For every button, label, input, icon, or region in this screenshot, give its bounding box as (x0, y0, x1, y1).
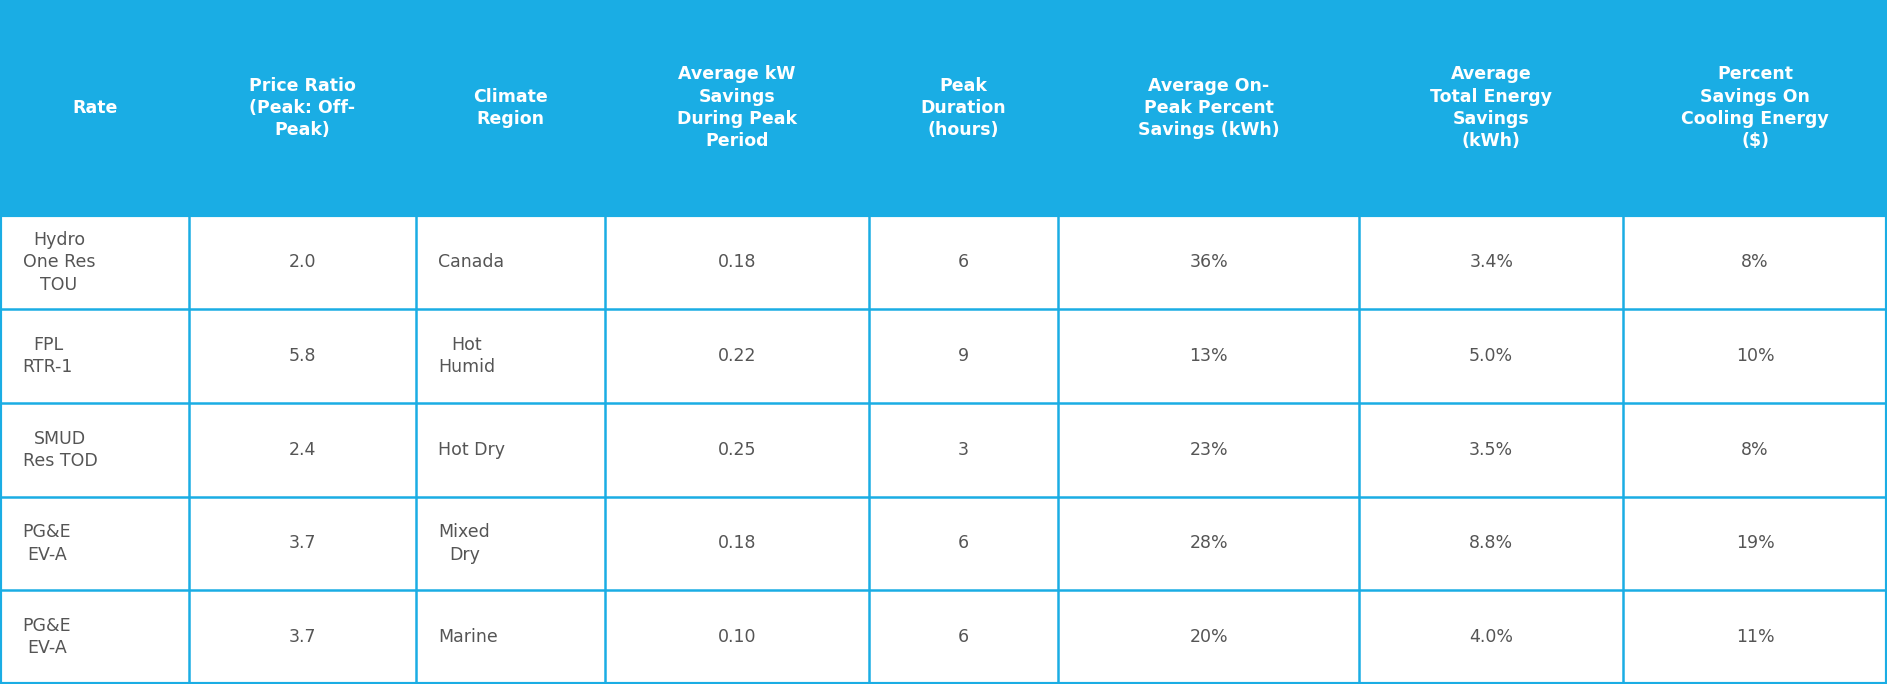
Bar (1059, 0, 1359, 215)
Text: Hot
Humid: Hot Humid (438, 336, 496, 376)
Text: 20%: 20% (1189, 628, 1228, 646)
Text: 6: 6 (959, 534, 970, 553)
Bar (606, 497, 868, 590)
Bar (868, 497, 1059, 590)
Bar (1359, 309, 1623, 403)
Text: 28%: 28% (1189, 534, 1228, 553)
Text: 2.4: 2.4 (289, 440, 317, 459)
Bar (1359, 215, 1623, 309)
Bar (1623, 590, 1887, 684)
Bar (189, 403, 415, 497)
Text: 8%: 8% (1742, 253, 1768, 272)
Bar (868, 590, 1059, 684)
Text: Mixed
Dry: Mixed Dry (438, 523, 491, 564)
Bar (1623, 309, 1887, 403)
Bar (415, 497, 606, 590)
Text: Percent
Savings On
Cooling Energy
($): Percent Savings On Cooling Energy ($) (1681, 66, 1829, 150)
Bar (415, 590, 606, 684)
Bar (189, 309, 415, 403)
Bar (1623, 497, 1887, 590)
Text: 3.7: 3.7 (289, 534, 317, 553)
Bar (1359, 403, 1623, 497)
Text: 8.8%: 8.8% (1470, 534, 1513, 553)
Bar (868, 309, 1059, 403)
Bar (868, 215, 1059, 309)
Bar (1623, 215, 1887, 309)
Bar (1623, 0, 1887, 215)
Bar (606, 0, 868, 215)
Bar (189, 0, 415, 215)
Text: Average On-
Peak Percent
Savings (kWh): Average On- Peak Percent Savings (kWh) (1138, 77, 1279, 139)
Text: Peak
Duration
(hours): Peak Duration (hours) (921, 77, 1006, 139)
Text: 11%: 11% (1736, 628, 1774, 646)
Text: 36%: 36% (1189, 253, 1228, 272)
Bar (1623, 403, 1887, 497)
Text: 3.4%: 3.4% (1470, 253, 1513, 272)
Text: Average kW
Savings
During Peak
Period: Average kW Savings During Peak Period (677, 66, 796, 150)
Bar (415, 215, 606, 309)
Text: 0.18: 0.18 (717, 253, 757, 272)
Bar (1359, 590, 1623, 684)
Text: 0.10: 0.10 (717, 628, 757, 646)
Text: Price Ratio
(Peak: Off-
Peak): Price Ratio (Peak: Off- Peak) (249, 77, 357, 139)
Bar (415, 403, 606, 497)
Bar (606, 403, 868, 497)
Bar (1059, 309, 1359, 403)
Bar (1059, 497, 1359, 590)
Bar (1059, 215, 1359, 309)
Bar (415, 309, 606, 403)
Bar (868, 403, 1059, 497)
Text: Canada: Canada (438, 253, 504, 272)
Bar (1059, 403, 1359, 497)
Bar (189, 215, 415, 309)
Bar (415, 0, 606, 215)
Bar (0, 590, 189, 684)
Text: Hot Dry: Hot Dry (438, 440, 506, 459)
Text: PG&E
EV-A: PG&E EV-A (23, 617, 72, 657)
Text: 6: 6 (959, 253, 970, 272)
Text: 0.22: 0.22 (717, 347, 757, 365)
Bar (189, 497, 415, 590)
Bar (1359, 497, 1623, 590)
Text: 0.18: 0.18 (717, 534, 757, 553)
Bar (0, 497, 189, 590)
Text: Average
Total Energy
Savings
(kWh): Average Total Energy Savings (kWh) (1430, 66, 1553, 150)
Bar (606, 309, 868, 403)
Bar (0, 0, 189, 215)
Text: 4.0%: 4.0% (1470, 628, 1513, 646)
Text: FPL
RTR-1: FPL RTR-1 (23, 336, 74, 376)
Bar (1059, 590, 1359, 684)
Text: Rate: Rate (72, 98, 117, 117)
Text: 13%: 13% (1189, 347, 1228, 365)
Text: 2.0: 2.0 (289, 253, 317, 272)
Text: Marine: Marine (438, 628, 498, 646)
Text: SMUD
Res TOD: SMUD Res TOD (23, 430, 98, 470)
Text: 3.5%: 3.5% (1470, 440, 1513, 459)
Bar (189, 590, 415, 684)
Text: 8%: 8% (1742, 440, 1768, 459)
Text: 10%: 10% (1736, 347, 1774, 365)
Text: 3.7: 3.7 (289, 628, 317, 646)
Text: 19%: 19% (1736, 534, 1774, 553)
Text: 0.25: 0.25 (717, 440, 757, 459)
Bar (606, 590, 868, 684)
Bar (0, 403, 189, 497)
Text: 9: 9 (959, 347, 970, 365)
Bar (1359, 0, 1623, 215)
Text: Hydro
One Res
TOU: Hydro One Res TOU (23, 231, 94, 293)
Text: 5.0%: 5.0% (1470, 347, 1513, 365)
Text: 3: 3 (959, 440, 970, 459)
Text: Climate
Region: Climate Region (474, 88, 547, 128)
Text: PG&E
EV-A: PG&E EV-A (23, 523, 72, 564)
Text: 23%: 23% (1189, 440, 1228, 459)
Text: 5.8: 5.8 (289, 347, 317, 365)
Bar (0, 215, 189, 309)
Text: 6: 6 (959, 628, 970, 646)
Bar (0, 309, 189, 403)
Bar (868, 0, 1059, 215)
Bar (606, 215, 868, 309)
